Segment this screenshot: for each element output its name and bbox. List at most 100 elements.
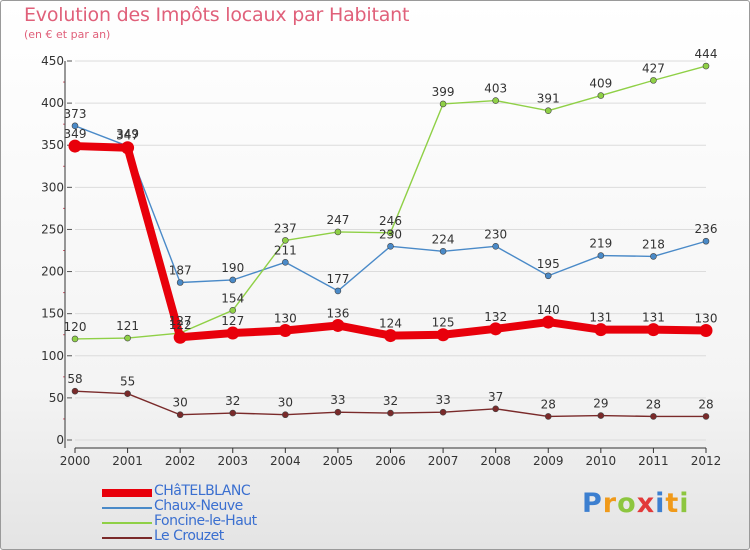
data-point (384, 329, 397, 343)
data-point (439, 248, 447, 255)
data-point (439, 100, 447, 108)
data-point (71, 335, 79, 343)
data-point (229, 306, 237, 314)
data-label: 58 (67, 372, 82, 386)
data-label: 211 (274, 243, 297, 257)
chart-subtitle: (en € et par an) (24, 28, 111, 41)
proxiti-logo: Proxiti (582, 488, 690, 519)
data-label: 218 (642, 237, 665, 251)
data-point (594, 323, 608, 337)
logo-letter: i (679, 488, 690, 519)
data-label: 33 (330, 393, 345, 407)
data-label: 349 (116, 127, 139, 141)
x-tick-label: 2012 (691, 454, 722, 468)
data-label: 347 (116, 129, 139, 143)
data-point (282, 237, 289, 244)
data-point (650, 413, 657, 420)
data-point (492, 242, 499, 250)
x-tick-label: 2009 (533, 454, 564, 468)
data-point (544, 107, 552, 114)
data-label: 230 (484, 227, 507, 241)
x-tick-label: 2004 (270, 454, 301, 468)
data-point (699, 324, 713, 338)
y-tick-label: 50 (49, 391, 64, 405)
logo-letter: P (582, 488, 603, 519)
legend-label: Foncine-le-Haut (154, 513, 257, 529)
data-label: 399 (432, 85, 455, 99)
data-point (489, 322, 503, 336)
data-label: 131 (589, 311, 612, 325)
data-point (597, 252, 605, 259)
data-label: 230 (379, 227, 402, 241)
data-point (492, 97, 499, 104)
data-point (646, 323, 660, 337)
data-label: 120 (64, 320, 87, 334)
x-tick-label: 2007 (428, 454, 459, 468)
data-label: 121 (116, 319, 139, 333)
data-label: 409 (589, 77, 612, 91)
data-point (229, 276, 237, 284)
data-label: 444 (695, 47, 718, 61)
data-label: 427 (642, 61, 665, 75)
data-point (541, 315, 555, 329)
y-tick-label: 0 (56, 433, 64, 447)
y-tick-label: 250 (41, 222, 64, 236)
data-point (650, 253, 657, 260)
data-label: 224 (432, 232, 455, 246)
logo-letter: o (617, 488, 637, 519)
data-point (334, 408, 342, 416)
data-point (124, 390, 131, 397)
data-label: 28 (646, 397, 661, 411)
data-point (176, 279, 184, 286)
legend-swatch (102, 489, 152, 497)
x-tick-label: 2005 (323, 454, 354, 468)
logo-letter: i (655, 488, 666, 519)
data-label: 124 (379, 317, 402, 331)
data-label: 29 (593, 397, 608, 411)
data-label: 33 (435, 393, 450, 407)
data-label: 246 (379, 214, 402, 228)
data-point (229, 409, 237, 417)
data-point (650, 77, 657, 84)
data-point (282, 411, 289, 419)
x-tick-label: 2008 (480, 454, 511, 468)
data-label: 177 (326, 272, 349, 286)
logo-letter: r (602, 488, 618, 519)
y-tick-label: 400 (41, 96, 64, 110)
data-label: 127 (169, 314, 192, 328)
y-tick-label: 300 (41, 180, 64, 194)
legend-swatch (102, 537, 152, 539)
data-label: 28 (698, 397, 713, 411)
data-point (334, 228, 342, 236)
data-point (492, 405, 499, 413)
logo-letter: x (636, 488, 656, 519)
data-point (702, 413, 710, 420)
data-label: 130 (274, 312, 297, 326)
x-tick-label: 2006 (375, 454, 406, 468)
data-label: 132 (484, 310, 507, 324)
data-label: 136 (326, 306, 349, 320)
data-point (334, 287, 342, 295)
legend-swatch (102, 522, 152, 524)
data-label: 403 (484, 82, 507, 96)
data-point (387, 409, 394, 417)
data-label: 140 (537, 303, 560, 317)
data-point (278, 324, 292, 338)
data-point (124, 334, 131, 342)
data-label: 190 (221, 261, 244, 275)
logo-letter: t (665, 488, 680, 519)
data-point (387, 242, 394, 250)
y-tick-label: 150 (41, 307, 64, 321)
data-label: 236 (695, 222, 718, 236)
data-label: 32 (383, 394, 398, 408)
data-label: 237 (274, 221, 297, 235)
data-label: 131 (642, 311, 665, 325)
data-point (597, 92, 605, 99)
legend-swatch (102, 507, 152, 509)
data-point (176, 411, 184, 419)
data-point (439, 408, 447, 416)
legend-label: CHâTELBLANC (154, 483, 251, 499)
data-label: 55 (120, 375, 135, 389)
data-point (331, 318, 345, 332)
